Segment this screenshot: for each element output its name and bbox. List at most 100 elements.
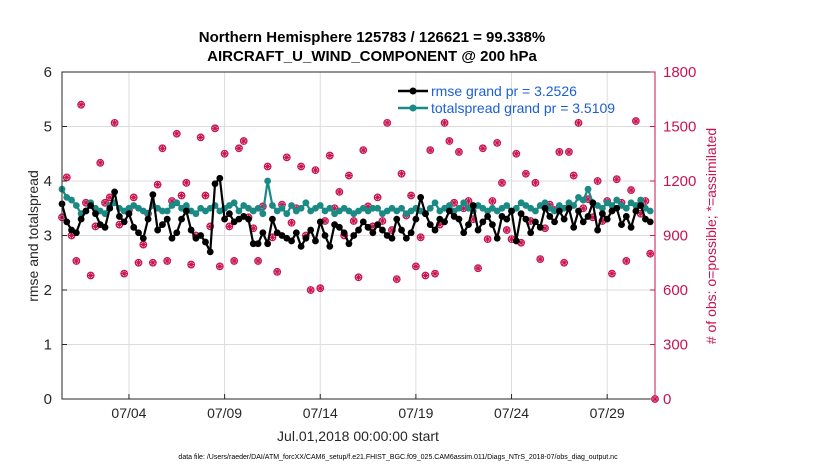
rmse-point	[584, 213, 592, 220]
rmse-point	[474, 226, 482, 234]
obs-count-point	[187, 260, 196, 269]
obs-count-point	[445, 137, 454, 145]
obs-count-point	[201, 191, 210, 200]
rmse-point	[135, 229, 142, 237]
rmse-point	[469, 202, 477, 209]
rmse-point	[326, 243, 334, 250]
rmse-point	[307, 226, 315, 234]
obs-count-point	[306, 286, 315, 294]
rmse-point	[72, 229, 80, 237]
rmse-point	[637, 202, 645, 209]
rmse-point	[168, 234, 176, 242]
spread-point	[431, 199, 439, 207]
spread-point	[283, 210, 291, 218]
rmse-point	[245, 215, 252, 223]
obs-count-point	[488, 197, 497, 205]
obs-count-point	[129, 193, 138, 202]
rmse-point	[560, 215, 568, 223]
spread-point	[192, 210, 200, 218]
obs-count-point	[536, 255, 545, 264]
x-tick-label: 07/04	[111, 405, 146, 421]
rmse-point	[589, 199, 597, 207]
rmse-point	[613, 204, 621, 212]
rmse-point	[479, 218, 487, 226]
rmse-point	[115, 213, 123, 220]
obs-count-point	[177, 191, 186, 200]
rmse-point	[407, 229, 415, 237]
obs-count-point	[268, 233, 277, 242]
rmse-point	[579, 218, 587, 226]
obs-count-point	[110, 118, 119, 127]
rmse-point	[163, 215, 171, 223]
rmse-point	[63, 218, 71, 226]
rmse-point	[532, 218, 539, 226]
chart-title: Northern Hemisphere 125783 / 126621 = 99…	[199, 29, 545, 46]
rmse-series	[58, 174, 654, 256]
obs-count-point	[455, 148, 463, 156]
spread-point	[426, 204, 434, 212]
spread-point	[598, 204, 606, 212]
spread-point	[159, 207, 166, 215]
rmse-point	[197, 232, 205, 239]
obs-count-point	[297, 162, 306, 171]
rmse-point	[598, 210, 606, 218]
y-tick-label: 0	[44, 391, 52, 408]
rmse-point	[202, 238, 209, 246]
rmse-point	[431, 226, 439, 234]
rmse-point	[508, 207, 515, 215]
obs-count-point	[62, 173, 71, 182]
obs-count-point	[646, 249, 655, 258]
spread-point	[532, 207, 539, 215]
rmse-point	[489, 221, 496, 229]
spread-point	[632, 202, 640, 209]
obs-count-point	[335, 187, 344, 196]
legend-rmse-marker	[409, 87, 417, 95]
rmse-point	[594, 226, 602, 234]
rmse-point	[369, 229, 377, 237]
obs-count-point	[77, 100, 86, 109]
rmse-point	[292, 229, 300, 237]
rmse-point	[302, 234, 310, 242]
y-tick-label: 2	[44, 282, 52, 299]
rmse-point	[139, 234, 147, 242]
obs-count-point	[134, 258, 143, 267]
rmse-point	[355, 226, 362, 234]
rmse-point	[130, 223, 138, 231]
obs-count-point	[182, 178, 191, 187]
obs-count-point	[139, 240, 148, 249]
obs-count-point	[440, 118, 449, 127]
rmse-point	[512, 237, 520, 245]
rmse-point	[269, 215, 276, 223]
obs-count-point	[287, 218, 296, 227]
y-right-tick-label: 1800	[663, 64, 696, 81]
rmse-point	[182, 207, 190, 215]
spread-point	[369, 204, 377, 212]
obs-count-point	[627, 186, 635, 194]
rmse-point	[627, 223, 635, 231]
obs-count-point	[225, 222, 234, 231]
rmse-point	[455, 215, 463, 223]
spread-point	[163, 207, 171, 215]
obs-count-point	[378, 217, 387, 225]
obs-count-point	[359, 146, 368, 155]
rmse-point	[374, 221, 382, 229]
obs-count-point	[273, 267, 282, 276]
obs-count-point	[483, 235, 492, 244]
rmse-point	[646, 218, 654, 226]
rmse-point	[82, 207, 90, 215]
spread-point	[460, 199, 468, 207]
rmse-point	[154, 226, 162, 234]
y-tick-label: 3	[44, 228, 52, 245]
obs-count-point	[397, 169, 406, 178]
spread-point	[259, 210, 267, 218]
rmse-point	[125, 210, 133, 218]
rmse-point	[551, 218, 558, 226]
obs-count-point	[196, 133, 205, 142]
y-axis-right-label: # of obs: o=possible; *=assimilated	[703, 128, 719, 344]
rmse-point	[312, 237, 319, 245]
rmse-point	[101, 223, 109, 231]
obs-count-point	[345, 171, 353, 180]
rmse-point	[144, 215, 152, 223]
y-tick-label: 6	[44, 64, 52, 81]
obs-count-point	[411, 262, 420, 271]
